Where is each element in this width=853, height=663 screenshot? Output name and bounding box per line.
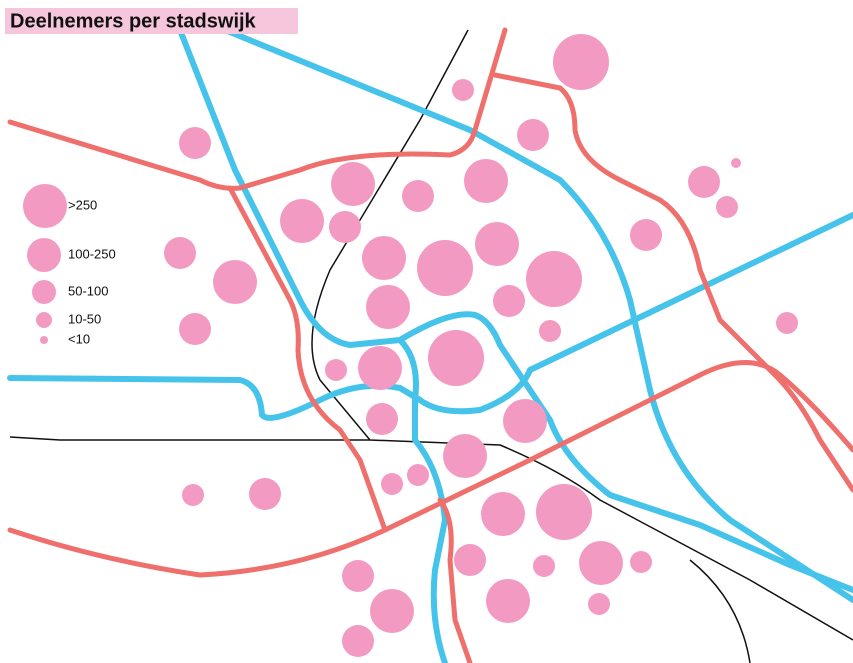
district-dot [342,625,374,657]
district-dot [443,434,487,478]
road [437,497,473,663]
waterways [7,27,853,663]
district-dot [213,260,257,304]
district-dot [325,359,347,381]
legend-dot [27,238,61,272]
railway [689,559,751,663]
district-dot [407,464,429,486]
district-dot [716,196,738,218]
district-dot [533,555,555,577]
district-dot [464,159,508,203]
district-dot [588,593,610,615]
district-dot [539,320,561,342]
district-dot [370,589,414,633]
legend-dot [40,336,48,344]
railway [9,436,370,441]
waterway [397,337,448,663]
district-dot [417,240,473,296]
district-dot [493,285,525,317]
legend-label: 50-100 [68,283,108,298]
district-dot [428,330,484,386]
district-dot [329,211,361,243]
legend-label: 100-250 [68,246,116,261]
district-dot [179,127,211,159]
legend-label: >250 [68,197,97,212]
districts [164,34,798,657]
legend: >250 100-250 50-100 10-50 <10 [23,184,116,346]
district-dot [517,119,549,151]
legend-label: <10 [68,331,90,346]
district-dot [179,313,211,345]
district-dot [366,403,398,435]
district-dot [402,180,434,212]
district-dot [481,492,525,536]
district-dot [164,237,196,269]
district-dot [331,162,375,206]
district-dot [454,544,486,576]
district-dot [280,199,324,243]
district-dot [475,222,519,266]
district-dot [579,541,623,585]
map-title: Deelnemers per stadswijk [10,10,257,32]
district-dot [503,399,547,443]
waterway [177,27,853,593]
waterway [7,212,853,421]
district-dot [688,166,720,198]
district-dot [249,478,281,510]
district-dot [526,251,582,307]
roads [7,27,853,663]
district-dot [381,473,403,495]
district-dot [486,579,530,623]
legend-label: 10-50 [68,311,101,326]
waterway [222,27,853,603]
legend-dot [23,184,67,228]
road [7,360,853,578]
district-dot [362,236,406,280]
legend-dot [36,312,52,328]
district-dot [358,346,402,390]
railways [9,29,853,663]
title-highlight [5,8,298,34]
district-dot [630,219,662,251]
road [227,185,388,533]
district-dot [366,285,410,329]
district-dot [342,560,374,592]
district-dot [182,484,204,506]
district-dot [452,79,474,101]
district-dot [731,158,741,168]
district-dot [776,312,798,334]
road [7,27,508,191]
district-dot [630,551,652,573]
road [492,72,853,493]
district-dot [536,484,592,540]
district-dot [553,34,609,90]
legend-dot [32,280,56,304]
